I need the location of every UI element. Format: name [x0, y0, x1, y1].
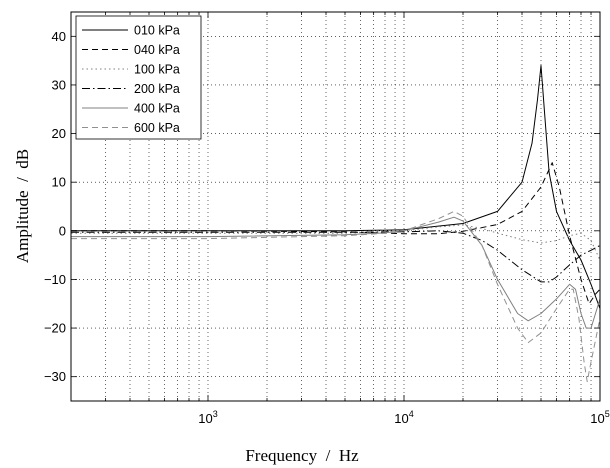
series-line-3 — [71, 224, 600, 261]
y-tick-label: 40 — [52, 29, 66, 44]
legend-label: 010 kPa — [134, 24, 180, 38]
series-line-2 — [71, 162, 600, 305]
legend-label: 100 kPa — [134, 63, 180, 77]
x-tick-label: 103 — [198, 409, 217, 426]
x-axis-title: Frequency / Hz — [245, 446, 359, 465]
y-tick-label: 0 — [59, 223, 66, 238]
y-tick-label: −20 — [44, 321, 66, 336]
series-line-1 — [71, 65, 600, 309]
legend-box — [75, 15, 202, 140]
legend-label: 200 kPa — [134, 82, 180, 96]
x-tick-labels: 103 104 105 — [198, 409, 609, 426]
x-tick-label: 104 — [394, 409, 413, 426]
y-tick-label: −10 — [44, 272, 66, 287]
plot-frame — [70, 11, 601, 402]
y-axis-title: Amplitude / dB — [13, 149, 32, 263]
legend-label: 040 kPa — [134, 43, 180, 57]
y-tick-label: 10 — [52, 175, 66, 190]
legend-label: 400 kPa — [134, 102, 180, 116]
legend-label: 600 kPa — [134, 121, 180, 135]
y-tick-label: −30 — [44, 369, 66, 384]
x-tick-label: 105 — [590, 409, 609, 426]
series-line-6 — [71, 210, 600, 383]
y-tick-label: 30 — [52, 77, 66, 92]
y-tick-labels: −30 −20 −10 0 10 20 30 40 — [44, 29, 66, 384]
y-tick-label: 20 — [52, 126, 66, 141]
series-line-5 — [71, 216, 600, 329]
series-line-4 — [71, 230, 600, 283]
legend: 010 kPa 040 kPa 100 kPa 200 kPa 400 kPa 600 k… — [75, 15, 202, 140]
series-layer — [71, 65, 600, 383]
